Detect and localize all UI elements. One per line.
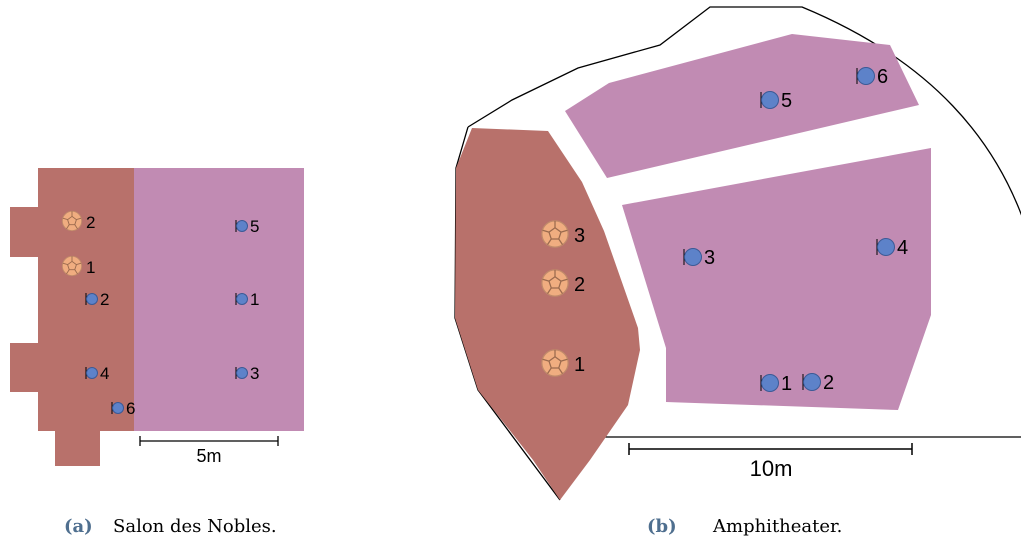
amphi-mic-label: 6: [877, 66, 888, 88]
salon-stage-area: [10, 168, 134, 466]
amphi-stage-area: [455, 128, 640, 500]
amphi-speaker-1: [541, 349, 569, 377]
caption-a-letter: (a): [64, 516, 93, 537]
salon-mic-6: [111, 402, 124, 414]
amphi-upper-audience-area: [565, 34, 919, 178]
caption-a-text: Salon des Nobles.: [113, 516, 277, 537]
amphi-speaker-label: 3: [574, 225, 585, 247]
amphi-speaker-2: [541, 269, 569, 297]
salon-scale-label: 5m: [196, 446, 221, 466]
salon-mic-5: [235, 220, 248, 232]
amphi-scale-label: 10m: [750, 456, 793, 481]
caption-b: (b) Amphitheater.: [647, 516, 842, 537]
salon-speaker-1: [61, 255, 83, 277]
amphi-speaker-label: 1: [574, 354, 585, 376]
salon-audience-area: [134, 168, 304, 431]
amphi-mic-label: 2: [823, 372, 834, 394]
amphi-mic-label: 5: [781, 90, 792, 112]
amphi-mic-label: 1: [781, 373, 792, 395]
amphi-lower-audience-area: [622, 148, 931, 410]
salon-speaker-label: 1: [86, 258, 95, 277]
amphi-speaker-3: [541, 220, 569, 248]
amphi-mic-4: [876, 238, 895, 256]
salon-speaker-label: 2: [86, 213, 95, 232]
amphi-mic-5: [760, 91, 779, 109]
salon-speaker-2: [61, 210, 83, 232]
amphi-mic-6: [856, 67, 875, 85]
amphi-floorplan: 3 2 1 6 5 3 4 1 2 10m: [454, 6, 1021, 501]
salon-scale-bar: [139, 436, 279, 446]
salon-mic-label: 1: [250, 290, 259, 309]
salon-mic-label: 2: [100, 290, 109, 309]
caption-b-text: Amphitheater.: [712, 516, 842, 537]
salon-mic-4: [85, 367, 98, 379]
amphi-mic-3: [683, 248, 702, 266]
amphi-scale-bar: [628, 443, 913, 455]
salon-mic-label: 5: [250, 217, 259, 236]
salon-mic-label: 6: [126, 399, 135, 418]
salon-mic-label: 4: [100, 364, 109, 383]
caption-b-letter: (b): [647, 516, 677, 537]
amphi-speaker-label: 2: [574, 274, 585, 296]
salon-mic-2: [85, 293, 98, 305]
salon-floorplan: 2 1 5 2 1 4 3 6 5m: [10, 168, 304, 466]
amphi-mic-2: [802, 373, 821, 391]
salon-mic-label: 3: [250, 364, 259, 383]
caption-a: (a) Salon des Nobles.: [64, 516, 277, 537]
salon-mic-1: [235, 293, 248, 305]
amphi-mic-label: 4: [897, 237, 908, 259]
amphi-mic-label: 3: [704, 247, 715, 269]
amphi-outline: [467, 6, 1021, 438]
amphi-mic-1: [760, 374, 779, 392]
salon-mic-3: [235, 367, 248, 379]
